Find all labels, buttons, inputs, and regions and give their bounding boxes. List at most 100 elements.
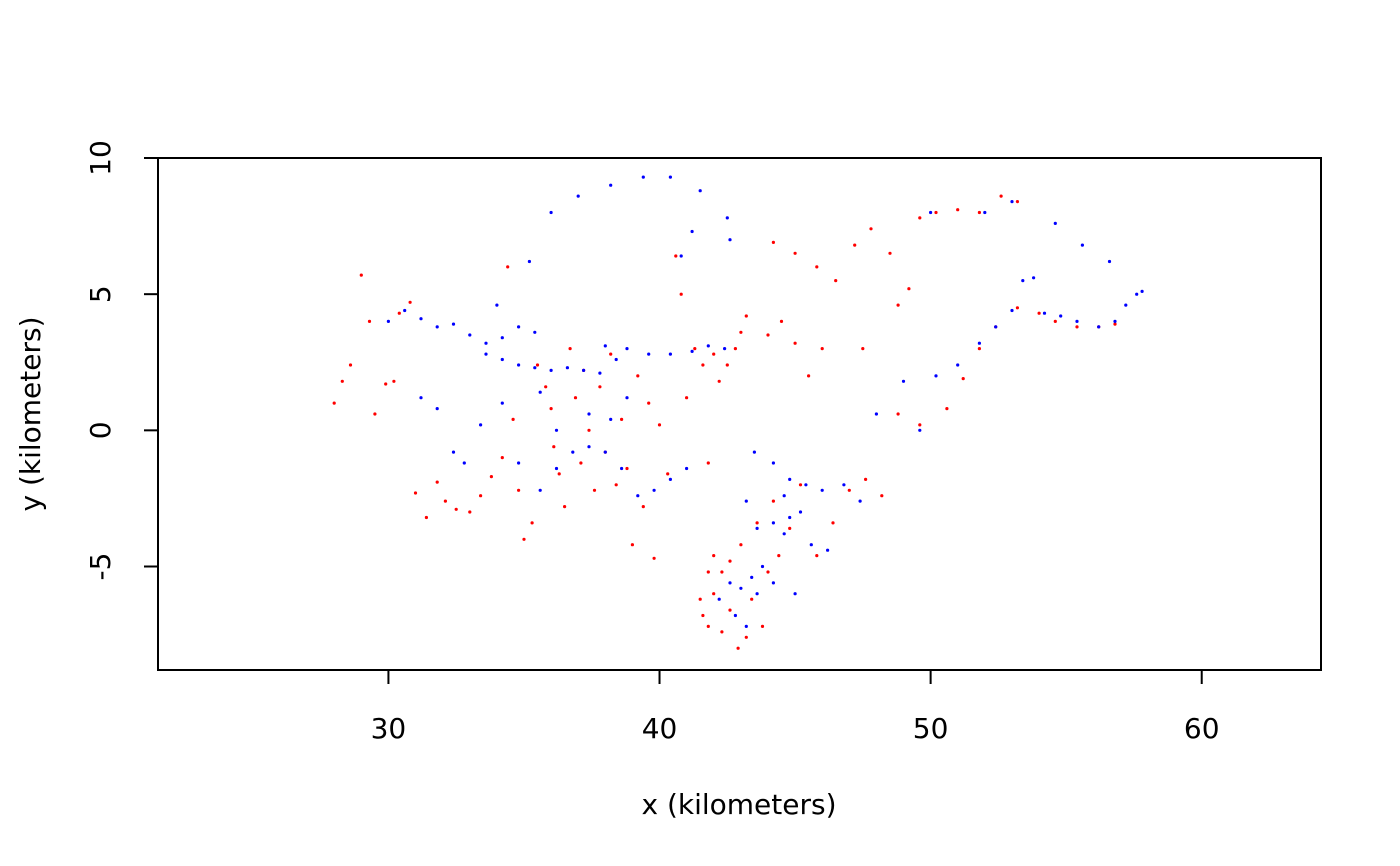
data-point [674, 254, 678, 258]
data-point [500, 456, 504, 460]
data-point [847, 488, 851, 492]
points-layer [332, 175, 1144, 650]
data-point [961, 377, 965, 381]
data-point [750, 597, 754, 601]
data-point [820, 347, 824, 351]
y-tick-label: 0 [84, 421, 117, 439]
data-point [685, 396, 689, 400]
data-point [918, 423, 922, 427]
data-point [348, 363, 353, 367]
data-point [701, 363, 705, 367]
data-point [359, 273, 363, 277]
data-point [408, 300, 412, 304]
data-point [755, 592, 759, 596]
data-point [861, 347, 865, 351]
data-point [500, 357, 504, 362]
data-point [793, 592, 797, 596]
data-point [419, 396, 423, 400]
data-point [693, 347, 697, 351]
data-point [647, 401, 651, 405]
data-point [479, 423, 483, 427]
data-point [533, 330, 537, 334]
data-point [397, 311, 401, 315]
data-point [994, 325, 998, 329]
data-point [582, 368, 586, 372]
data-point [744, 635, 748, 639]
data-point [717, 597, 721, 601]
data-point [752, 450, 757, 454]
data-point [563, 505, 567, 509]
data-point [484, 341, 488, 345]
data-point [340, 379, 344, 383]
data-point [614, 483, 618, 487]
data-point [771, 499, 776, 503]
data-point [880, 494, 884, 498]
data-point [723, 347, 727, 351]
data-point [798, 483, 803, 487]
data-point [807, 374, 811, 378]
x-tick-label: 50 [913, 712, 949, 745]
data-point [373, 412, 377, 416]
data-point [419, 317, 423, 321]
data-point [544, 385, 548, 389]
data-point [603, 450, 607, 454]
data-point [782, 532, 786, 536]
data-point [636, 374, 640, 378]
data-point [858, 499, 862, 503]
data-point [609, 417, 613, 421]
data-point [888, 251, 892, 255]
data-point [706, 570, 710, 574]
data-point [435, 407, 439, 411]
data-point [804, 483, 808, 487]
data-point [864, 477, 868, 481]
data-point [484, 352, 488, 356]
data-point [625, 396, 629, 400]
data-point [527, 259, 532, 264]
data-point [641, 505, 645, 509]
data-point [549, 407, 553, 411]
data-point [533, 366, 537, 370]
data-point [1097, 325, 1101, 329]
data-point [720, 570, 724, 574]
data-point [620, 466, 624, 471]
data-point [690, 229, 694, 234]
data-point [657, 423, 662, 427]
y-axis-title: y (kilometers) [14, 316, 47, 511]
y-tick-label: -5 [84, 553, 117, 581]
data-point [698, 597, 702, 601]
data-point [636, 494, 640, 498]
data-point [712, 592, 716, 596]
data-point [744, 499, 748, 503]
data-point [1113, 322, 1117, 326]
data-point [454, 507, 458, 511]
data-point [760, 564, 765, 569]
data-point [1080, 243, 1084, 247]
data-point [384, 382, 388, 386]
data-point [506, 265, 510, 269]
data-point [685, 466, 689, 471]
data-point [809, 543, 813, 547]
data-point [609, 183, 613, 187]
data-point [517, 363, 521, 367]
data-point [609, 352, 613, 356]
data-point [462, 461, 466, 465]
data-point [945, 407, 949, 411]
data-point [554, 466, 559, 471]
data-point [725, 216, 729, 220]
data-point [587, 412, 591, 416]
data-point [698, 189, 702, 193]
data-point [565, 366, 570, 370]
data-point [831, 521, 835, 525]
data-point [552, 445, 556, 449]
data-point [744, 314, 748, 318]
data-point [535, 363, 540, 367]
data-point [842, 483, 846, 487]
data-point [500, 401, 504, 405]
data-point [571, 450, 575, 454]
data-point [1010, 308, 1014, 313]
data-point [766, 570, 770, 574]
data-point [725, 363, 729, 367]
data-point [451, 322, 456, 326]
data-point [392, 379, 396, 383]
